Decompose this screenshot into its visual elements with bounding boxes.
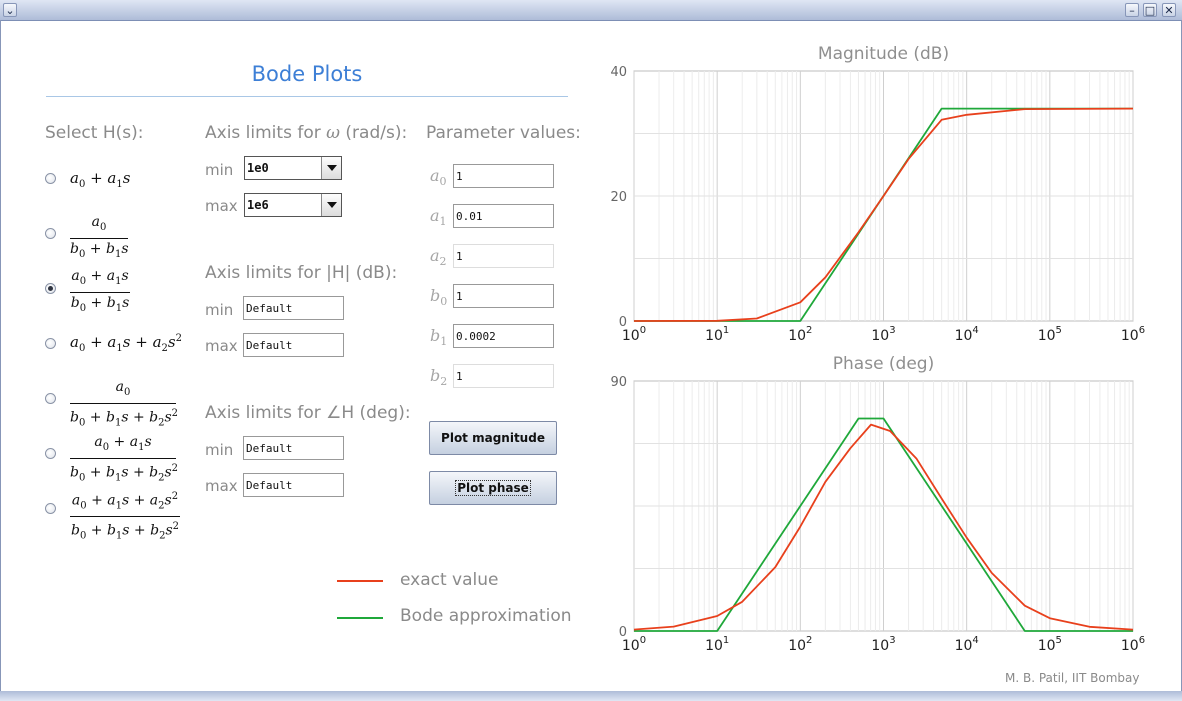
radio-h-option-4[interactable]	[45, 338, 56, 349]
param-b1-label: b1	[430, 326, 448, 349]
radio-h-option-2[interactable]	[45, 228, 56, 239]
close-icon[interactable]: ✕	[1162, 3, 1176, 17]
mag-min-input[interactable]: Default	[243, 296, 344, 320]
credit-text: M. B. Patil, IIT Bombay	[1005, 671, 1140, 685]
omega-max-label: max	[205, 197, 238, 215]
param-a1-label: a1	[430, 206, 447, 229]
title-divider	[46, 96, 568, 97]
radio-h-option-6[interactable]	[45, 448, 56, 459]
param-b0-label: b0	[430, 286, 448, 309]
window-titlebar[interactable]: ⌄ – □ ✕	[0, 0, 1182, 21]
params-title: Parameter values:	[426, 123, 581, 143]
param-a0-label: a0	[430, 166, 447, 189]
window-bottom-strip	[0, 691, 1182, 701]
legend-approx-swatch	[337, 617, 383, 619]
h-option-2-formula: a0 b0 + b1s	[70, 214, 129, 260]
phase-axis-title: Axis limits for ∠H (deg):	[205, 403, 411, 423]
omega-axis-title: Axis limits for ω (rad/s):	[205, 123, 408, 143]
plot-phase-button[interactable]: Plot phase	[429, 471, 557, 505]
window-frame	[0, 20, 1182, 692]
h-option-4-formula: a0 + a1s + a2s2	[70, 333, 182, 354]
h-option-5-formula: a0 b0 + b1s + b2s2	[70, 379, 179, 429]
h-option-3-formula: a0 + a1s b0 + b1s	[70, 268, 130, 314]
window-menu-icon[interactable]: ⌄	[3, 3, 17, 17]
phase-max-input[interactable]: Default	[243, 473, 344, 497]
maximize-icon[interactable]: □	[1143, 3, 1157, 17]
param-b2-label: b2	[430, 366, 448, 389]
plot-magnitude-button[interactable]: Plot magnitude	[429, 421, 557, 455]
legend-exact-label: exact value	[400, 570, 499, 590]
param-b2-input[interactable]: 1	[453, 364, 554, 388]
mag-max-input[interactable]: Default	[243, 333, 344, 357]
param-a2-label: a2	[430, 246, 447, 269]
omega-max-select[interactable]: 1e6	[244, 193, 342, 217]
radio-h-option-5[interactable]	[45, 393, 56, 404]
phase-min-label: min	[205, 441, 234, 459]
legend-exact-swatch	[337, 580, 383, 582]
mag-min-label: min	[205, 301, 234, 319]
h-option-7-formula: a0 + a1s + a2s2 b0 + b1s + b2s2	[70, 491, 180, 542]
radio-h-option-7[interactable]	[45, 503, 56, 514]
param-b1-input[interactable]: 0.0002	[453, 324, 554, 348]
radio-h-option-3[interactable]	[45, 283, 56, 294]
minimize-icon[interactable]: –	[1125, 3, 1139, 17]
select-h-title: Select H(s):	[45, 123, 144, 143]
radio-h-option-1[interactable]	[45, 173, 56, 184]
h-option-1-formula: a0 + a1s	[70, 169, 131, 190]
omega-min-select[interactable]: 1e0	[244, 156, 342, 180]
omega-min-label: min	[205, 161, 234, 179]
param-a2-input[interactable]: 1	[453, 244, 554, 268]
mag-max-label: max	[205, 337, 238, 355]
chevron-down-icon[interactable]	[321, 157, 341, 179]
h-option-6-formula: a0 + a1s b0 + b1s + b2s2	[70, 434, 179, 484]
app-title: Bode Plots	[251, 62, 363, 86]
param-b0-input[interactable]: 1	[453, 284, 554, 308]
mag-axis-title: Axis limits for |H| (dB):	[205, 263, 398, 283]
phase-min-input[interactable]: Default	[243, 436, 344, 460]
param-a0-input[interactable]: 1	[453, 164, 554, 188]
legend-approx-label: Bode approximation	[400, 606, 572, 626]
phase-max-label: max	[205, 477, 238, 495]
param-a1-input[interactable]: 0.01	[453, 204, 554, 228]
chevron-down-icon[interactable]	[321, 194, 341, 216]
